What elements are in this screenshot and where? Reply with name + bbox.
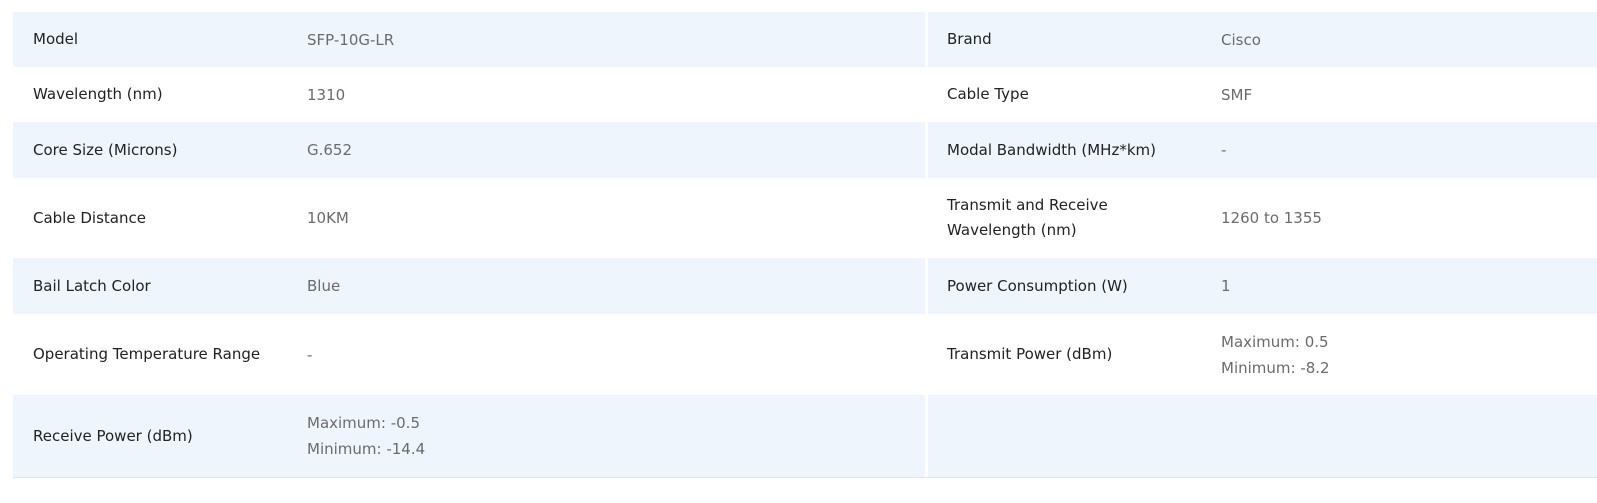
spec-value: 1: [1221, 277, 1231, 295]
spec-cell: Brand Cisco: [928, 12, 1597, 67]
spec-label: Modal Bandwidth (MHz*km): [947, 140, 1156, 159]
spec-label: Transmit Power (dBm): [947, 345, 1113, 363]
spec-value: Blue: [307, 277, 341, 295]
spec-value: -: [1221, 141, 1227, 159]
spec-value: 1260 to 1355: [1221, 209, 1322, 227]
spec-value: 1310: [307, 85, 346, 104]
spec-label: Cable Distance: [33, 208, 146, 227]
spec-label: Receive Power (dBm): [33, 426, 193, 445]
table-row: Receive Power (dBm) Maximum: -0.5 Minimum…: [13, 395, 1597, 477]
spec-label: Model: [33, 30, 79, 48]
table-bottom-border: [13, 477, 1597, 478]
spec-cell: Model SFP-10G-LR: [13, 12, 925, 67]
spec-value: -: [307, 345, 313, 364]
table-row: Operating Temperature Range - Transmit Po…: [13, 314, 1597, 395]
table-row: Wavelength (nm) 1310 Cable Type SMF: [13, 67, 1597, 122]
table-row: Bail Latch Color Blue Power Consumption (…: [13, 258, 1597, 314]
spec-value: G.652: [307, 141, 353, 159]
spec-value: SFP-10G-LR: [307, 30, 395, 49]
spec-label: Power Consumption (W): [947, 276, 1128, 295]
spec-value: Maximum: -0.5 Minimum: -14.4: [307, 414, 426, 458]
table-row: Model SFP-10G-LR Brand Cisco: [13, 12, 1597, 67]
spec-label: Transmit and Receive Wavelength (nm): [947, 196, 1108, 239]
spec-value: 10KM: [307, 209, 349, 227]
spec-value: SMF: [1221, 85, 1253, 104]
spec-label: Bail Latch Color: [33, 276, 151, 295]
spec-label: Core Size (Microns): [33, 140, 178, 159]
spec-value: Maximum: 0.5 Minimum: -8.2: [1221, 332, 1330, 377]
table-row: Cable Distance 10KM Transmit and Receive …: [13, 178, 1597, 258]
empty-cell: [928, 395, 1597, 477]
spec-label: Operating Temperature Range: [33, 345, 261, 363]
table-row: Core Size (Microns) G.652 Modal Bandwidth…: [13, 122, 1597, 178]
spec-value: Cisco: [1221, 30, 1261, 49]
specs-table: Model SFP-10G-LR Brand Cisco Wavelength (n…: [13, 12, 1597, 477]
spec-label: Cable Type: [947, 85, 1029, 103]
spec-label: Brand: [947, 30, 992, 48]
spec-label: Wavelength (nm): [33, 85, 163, 103]
